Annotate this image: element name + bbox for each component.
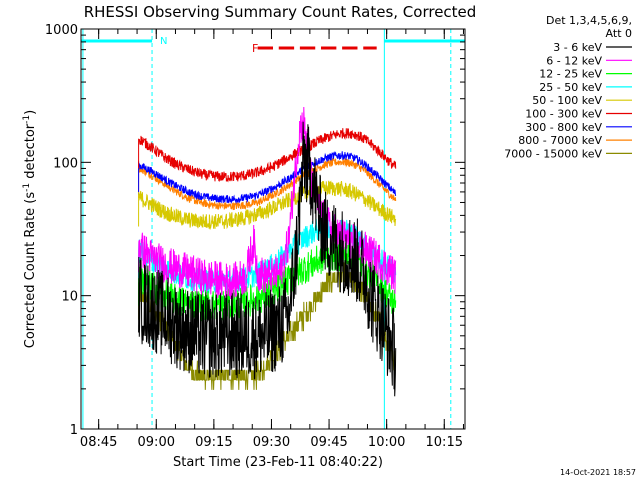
series-line [138, 151, 397, 205]
series-line [138, 180, 397, 230]
legend-entry-label: 6 - 12 keV [546, 54, 602, 67]
y-axis: 1 10 100 1000 [45, 23, 465, 438]
series-line [138, 157, 397, 211]
y-label-main: Corrected Count Rate (s [23, 192, 38, 349]
x-tick-label: 09:15 [195, 435, 232, 450]
x-axis: 08:45 09:00 09:15 09:30 09:45 10:00 10:15 [80, 29, 464, 450]
flare-label: F [252, 42, 258, 55]
chart-title: RHESSI Observing Summary Count Rates, Co… [84, 3, 477, 21]
legend-entry-label: 7000 - 15000 keV [504, 147, 602, 160]
series-line [138, 121, 397, 397]
x-tick-label: 09:45 [310, 435, 347, 450]
x-tick-label: 09:00 [138, 435, 175, 450]
legend-entry-label: 12 - 25 keV [539, 68, 602, 81]
y-label-mid: detector [23, 123, 38, 183]
legend-title-line2: Att 0 [606, 27, 632, 40]
legend-entry-label: 800 - 7000 keV [518, 134, 602, 147]
y-label-sup1: -1 [22, 183, 32, 192]
y-axis-label: Corrected Count Rate (s-1 detector-1) [22, 110, 38, 348]
annotation-layer [81, 29, 465, 429]
y-tick-label: 10 [61, 290, 78, 305]
x-tick-label: 10:15 [426, 435, 463, 450]
legend-entry-label: 300 - 800 keV [525, 121, 602, 134]
legend-entry-label: 25 - 50 keV [539, 81, 602, 94]
x-tick-label: 10:00 [368, 435, 405, 450]
legend-entry-label: 50 - 100 keV [532, 94, 602, 107]
x-axis-label: Start Time (23-Feb-11 08:40:22) [173, 455, 383, 470]
series-line [138, 128, 397, 183]
series-layer [138, 106, 397, 397]
plot-area [81, 29, 465, 429]
night-label: N [160, 36, 167, 47]
x-tick-label: 09:30 [253, 435, 290, 450]
y-tick-label: 1 [70, 423, 78, 438]
date-stamp: 14-Oct-2021 18:57 [560, 468, 636, 477]
y-tick-label: 100 [53, 156, 78, 171]
y-tick-label: 1000 [45, 23, 78, 38]
plot-frame [80, 28, 466, 430]
legend-entry-label: 3 - 6 keV [553, 41, 602, 54]
x-tick-label: 08:45 [80, 435, 117, 450]
y-label-end: ) [23, 110, 38, 115]
legend-title-line1: Det 1,3,4,5,6,9, [546, 14, 632, 27]
y-label-sup2: -1 [22, 115, 32, 124]
legend-entry-label: 100 - 300 keV [525, 108, 602, 121]
